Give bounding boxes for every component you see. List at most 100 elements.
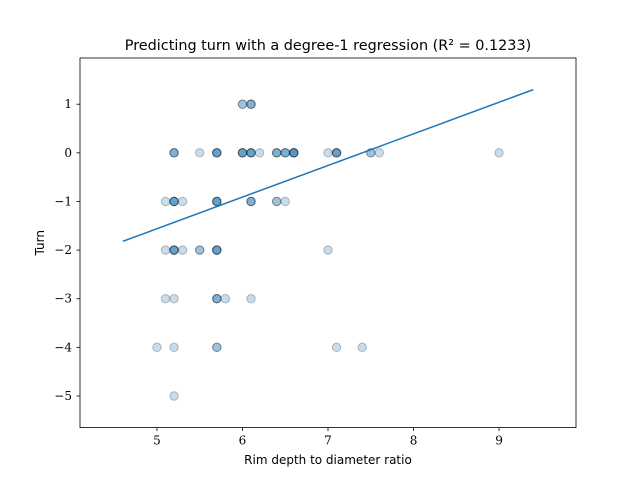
data-point [169, 245, 179, 255]
y-tick-label: −4 [54, 340, 72, 354]
data-point [246, 294, 256, 304]
data-point [331, 148, 342, 158]
data-point [271, 196, 282, 207]
data-point [160, 245, 171, 255]
data-point [237, 99, 248, 109]
x-tick-label: 5 [153, 434, 161, 448]
data-point [323, 148, 333, 158]
data-point [237, 148, 248, 158]
chart-title: Predicting turn with a degree-1 regressi… [125, 38, 531, 54]
data-point [323, 245, 333, 255]
data-point [212, 148, 222, 158]
data-point [246, 148, 256, 158]
data-point [289, 148, 299, 158]
y-tick-label: 0 [64, 146, 72, 160]
data-point [195, 245, 205, 255]
data-point [220, 294, 231, 304]
data-point [212, 245, 222, 255]
data-point [246, 148, 256, 158]
data-point [246, 196, 256, 207]
data-point [212, 148, 222, 158]
points-layer [152, 99, 504, 401]
data-point [280, 196, 290, 207]
data-point [169, 196, 179, 207]
y-tick-label: −2 [54, 243, 72, 257]
data-point [212, 196, 222, 207]
data-point [212, 245, 222, 255]
y-axis-label: Turn [33, 230, 47, 256]
data-point [246, 99, 256, 109]
data-point [271, 148, 282, 158]
y-tick-label: −5 [54, 389, 72, 403]
data-point [169, 148, 179, 158]
data-point [212, 196, 222, 207]
y-axis: 1 0 −1 −2 −3 −4 −5 [54, 97, 80, 403]
data-point [289, 148, 299, 158]
data-point [246, 99, 256, 109]
x-tick-label: 9 [495, 434, 503, 448]
data-point [374, 148, 385, 158]
data-point [169, 196, 179, 207]
data-point [169, 245, 179, 255]
data-point [152, 342, 162, 353]
data-point [280, 148, 290, 158]
data-point [169, 148, 179, 158]
data-point [246, 196, 256, 207]
plot-area [79, 57, 577, 429]
data-point [177, 245, 188, 255]
data-point [160, 196, 171, 207]
data-point [271, 148, 282, 158]
data-point [169, 196, 179, 207]
data-point [237, 148, 248, 158]
data-point [212, 294, 222, 304]
data-point [246, 148, 256, 158]
data-point [254, 148, 265, 158]
data-point [280, 148, 290, 158]
data-point [246, 196, 256, 207]
data-point [331, 148, 342, 158]
data-point [212, 294, 222, 304]
data-point [195, 148, 205, 158]
data-point [169, 245, 179, 255]
data-point [212, 342, 222, 353]
data-point [246, 148, 256, 158]
data-point [212, 196, 222, 207]
data-point [169, 196, 179, 207]
regression-layer [122, 88, 534, 243]
data-point [357, 342, 367, 353]
data-point [331, 342, 342, 353]
regression-line [122, 88, 534, 243]
x-axis-label: Rim depth to diameter ratio [244, 453, 412, 467]
data-point [331, 148, 342, 158]
data-point [169, 245, 179, 255]
data-point [212, 148, 222, 158]
data-point [195, 245, 205, 255]
data-point [169, 148, 179, 158]
data-point [160, 294, 171, 304]
data-point [212, 148, 222, 158]
data-point [212, 294, 222, 304]
data-point [169, 391, 179, 401]
x-tick-label: 8 [410, 434, 418, 448]
data-point [169, 294, 179, 304]
data-point [289, 148, 299, 158]
data-point [280, 148, 290, 158]
y-tick-label: −3 [54, 292, 72, 306]
y-tick-label: 1 [64, 97, 72, 111]
data-point [246, 99, 256, 109]
data-point [212, 245, 222, 255]
data-point [271, 196, 282, 207]
x-tick-label: 6 [239, 434, 247, 448]
y-tick-label: −1 [54, 194, 72, 208]
data-point [271, 148, 282, 158]
data-point [169, 342, 179, 353]
data-point [289, 148, 299, 158]
x-tick-label: 7 [324, 434, 332, 448]
x-axis: 5 6 7 8 9 [153, 427, 503, 448]
data-point [289, 148, 299, 158]
data-point [212, 342, 222, 353]
data-point [237, 148, 248, 158]
data-point [177, 196, 188, 207]
data-point [237, 148, 248, 158]
